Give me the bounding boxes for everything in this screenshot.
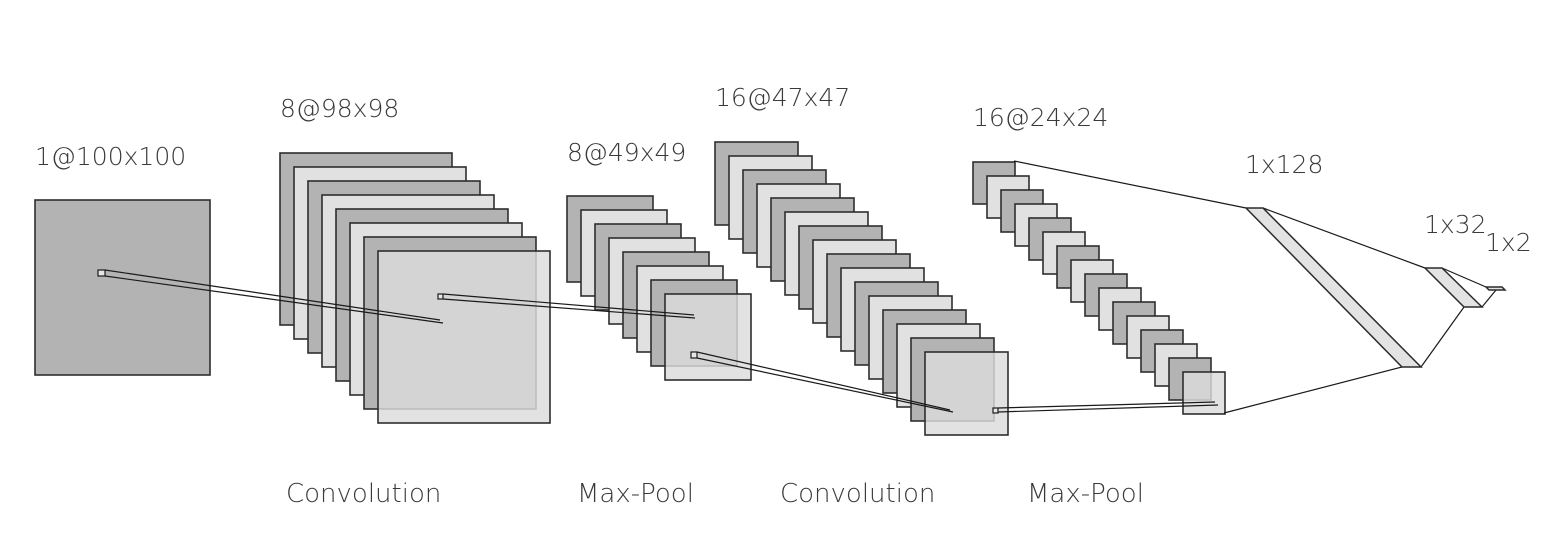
feature-map-stack-pool2 (972, 161, 1226, 415)
feature-map (377, 250, 551, 424)
layer-label-fc1: 1x128 (1245, 150, 1323, 179)
op-label-pool2: Max-Pool (1027, 479, 1144, 509)
layer-connections (97, 160, 1497, 414)
feature-map (664, 293, 752, 381)
connector-line (997, 404, 1219, 413)
layer-label-conv1: 8@98x98 (280, 94, 399, 123)
connector-line (442, 293, 695, 316)
kernel-marker-conv1 (437, 293, 444, 300)
op-label-conv1: Convolution (286, 479, 441, 509)
connector-line (1262, 207, 1426, 269)
connector-line (1481, 289, 1497, 308)
layer-label-pool1: 8@49x49 (567, 138, 686, 167)
connector-line (104, 269, 441, 321)
connector-line (997, 401, 1216, 409)
kernel-marker-input (97, 269, 106, 277)
feature-map-stacks (34, 141, 1226, 436)
layer-label-pool2: 16@24x24 (973, 103, 1108, 132)
feature-map-stack-pool1 (566, 195, 752, 381)
connector-line (1441, 267, 1487, 288)
feature-map (1182, 371, 1226, 415)
layer-label-input: 1@100x100 (35, 142, 186, 171)
layer-label-conv2: 16@47x47 (715, 83, 850, 112)
kernel-marker-pool1 (690, 351, 698, 359)
connector-line (1420, 306, 1465, 368)
connector-line (442, 298, 696, 319)
feature-map-stack-conv1 (279, 152, 551, 424)
layer-label-fc2: 1x32 (1424, 210, 1487, 239)
layer-label-fc3: 1x2 (1485, 228, 1532, 257)
connector-line (104, 275, 444, 324)
feature-map-stack-conv2 (714, 141, 1009, 436)
fc-layer-1x32 (1423, 267, 1484, 308)
feature-map (924, 351, 1009, 436)
op-label-pool1: Max-Pool (577, 479, 694, 509)
fully-connected-layers (1244, 207, 1507, 368)
fc-layer-1x128 (1244, 207, 1423, 368)
kernel-marker-conv2 (992, 407, 999, 414)
connector-line (1223, 366, 1403, 414)
connector-line (696, 351, 951, 411)
feature-map-stack-input (34, 199, 211, 376)
op-label-conv2: Convolution (780, 479, 935, 509)
feature-map (34, 199, 211, 376)
connector-line (696, 357, 954, 413)
fc-layer-1x2 (1484, 286, 1507, 291)
connector-line (1013, 160, 1247, 209)
